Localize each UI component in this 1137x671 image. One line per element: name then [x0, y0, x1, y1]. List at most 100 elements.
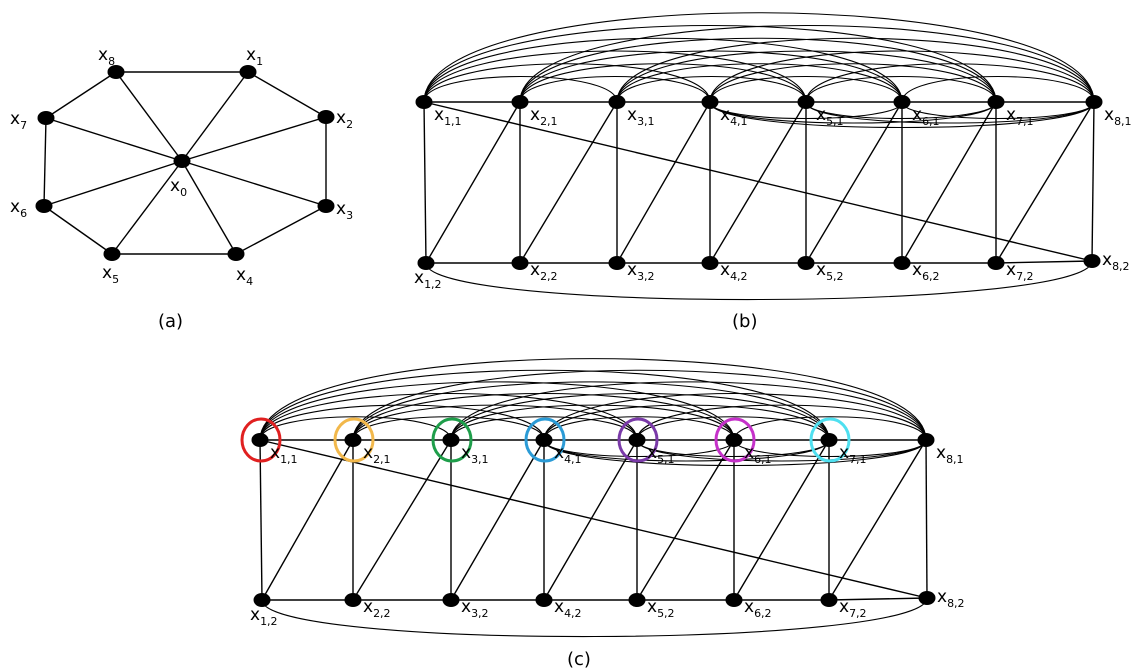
top-vertex-label-8: x8,1: [1104, 105, 1132, 128]
color-ring-3: [431, 417, 473, 463]
top-arc-3-6: [616, 63, 903, 103]
top-vertex-label-7: x7,1: [1006, 105, 1034, 128]
spoke-edge-x0-x7: [45, 117, 183, 162]
top-vertex-8: [917, 433, 935, 447]
cycle-edge-x6-x7: [43, 117, 47, 207]
panel-a-caption: (a): [158, 311, 183, 332]
diagonal-edge-6: [901, 101, 997, 264]
bottom-vertex-8: [1083, 254, 1101, 268]
bottom-vertex-label-5: x5,2: [647, 597, 675, 620]
top-arc-5-7: [636, 416, 830, 441]
top-vertex-7: [820, 433, 838, 447]
panel-b-caption: (b): [732, 311, 757, 332]
top-vertex-label-5: x5,1: [816, 105, 844, 128]
top-arc-1-5: [259, 393, 638, 441]
bottom-long-arc: [425, 260, 1093, 301]
top-vertex-label-1: x1,1: [434, 105, 462, 128]
vertex-label-x5: x5: [102, 263, 119, 286]
bottom-edge-7: [995, 260, 1093, 264]
bottom-vertex-4: [701, 256, 719, 270]
top-vertex-3: [608, 95, 626, 109]
top-arc-1-4: [423, 63, 711, 103]
bottom-vertex-label-8: x8,2: [1102, 250, 1130, 273]
spoke-edge-x0-x3: [181, 160, 327, 207]
panel-a: (a) x0 x1 x2 x3 x4 x5 x6 x7 x8: [10, 45, 353, 332]
under-arc-4-7: [543, 439, 830, 462]
long-diagonal-edge: [423, 101, 1093, 262]
bottom-vertex-6: [725, 593, 743, 607]
vertical-edge-8: [1091, 101, 1095, 262]
top-arc-1-7: [423, 24, 997, 103]
top-arc-2-5: [519, 63, 807, 103]
bottom-long-arc: [261, 597, 928, 638]
top-arc-2-8: [352, 369, 927, 441]
top-vertex-label-3: x3,1: [461, 443, 489, 466]
bottom-vertex-label-4: x4,2: [720, 260, 748, 283]
color-ring-5: [617, 417, 659, 463]
top-arc-5-8: [636, 404, 927, 441]
vertex-x1: [239, 65, 257, 79]
cycle-edge-x1-x2: [247, 71, 327, 118]
bottom-vertex-label-5: x5,2: [816, 260, 844, 283]
top-vertex-label-4: x4,1: [720, 105, 748, 128]
top-arc-1-8: [259, 358, 927, 441]
top-vertex-3: [442, 433, 460, 447]
top-vertex-label-5: x5,1: [647, 443, 675, 466]
top-arc-2-4: [352, 416, 545, 441]
bottom-vertex-label-7: x7,2: [839, 597, 867, 620]
top-arc-3-6: [450, 404, 735, 441]
color-ring-4: [524, 417, 566, 463]
diagonal-edge-3: [450, 439, 545, 601]
cycle-edge-x5-x6: [43, 205, 113, 255]
top-arc-1-6: [423, 37, 903, 103]
under-arc-5-8: [636, 439, 927, 462]
top-arc-6-8: [901, 76, 1095, 103]
top-vertex-label-3: x3,1: [627, 105, 655, 128]
vertex-x3: [317, 199, 335, 213]
bottom-vertex-5: [797, 256, 815, 270]
vertex-label-x2: x2: [336, 108, 353, 131]
bottom-vertex-1: [417, 256, 435, 270]
vertex-x8: [107, 65, 125, 79]
bottom-vertex-label-8: x8,2: [937, 587, 965, 610]
top-arc-3-5: [616, 76, 807, 103]
color-ring-2: [333, 417, 375, 463]
top-arc-1-3: [423, 76, 618, 103]
vertex-x2: [317, 110, 335, 124]
spoke-edge-x0-x4: [181, 160, 237, 255]
top-vertex-5: [797, 95, 815, 109]
vertical-edge-8: [925, 439, 928, 599]
top-vertex-label-7: x7,1: [839, 443, 867, 466]
color-ring-1: [240, 417, 282, 463]
diagonal-edge-1: [425, 101, 521, 264]
spoke-edge-x0-x2: [181, 116, 327, 162]
top-vertex-8: [1085, 95, 1103, 109]
vertex-x6: [35, 199, 53, 213]
bottom-vertex-label-6: x6,2: [912, 260, 940, 283]
diagonal-edge-7: [828, 439, 927, 601]
spoke-edge-x0-x6: [43, 160, 183, 207]
top-arc-4-8: [709, 50, 1095, 103]
under-arc-5-8: [805, 101, 1095, 124]
top-arc-4-7: [709, 63, 997, 103]
diagonal-edge-1: [261, 439, 354, 601]
diagonal-edge-3: [616, 101, 711, 264]
bottom-vertex-label-1: x1,2: [414, 268, 442, 291]
bottom-vertex-2: [344, 593, 362, 607]
vertex-label-x6: x6: [10, 197, 27, 220]
top-arc-3-5: [450, 416, 638, 441]
diagonal-edge-5: [805, 101, 903, 264]
top-arc-4-8: [543, 393, 927, 441]
long-diagonal-edge: [259, 439, 928, 599]
bottom-vertex-2: [511, 256, 529, 270]
top-vertex-7: [987, 95, 1005, 109]
bottom-vertex-label-7: x7,2: [1006, 260, 1034, 283]
diagonal-edge-4: [709, 101, 807, 264]
color-ring-6: [714, 417, 756, 463]
cycle-edge-x3-x4: [235, 205, 327, 255]
vertex-label-x1: x1: [246, 45, 263, 68]
vertex-x4: [227, 247, 245, 261]
top-arc-1-6: [259, 381, 735, 441]
top-arc-2-5: [352, 404, 638, 441]
top-vertex-4: [701, 95, 719, 109]
